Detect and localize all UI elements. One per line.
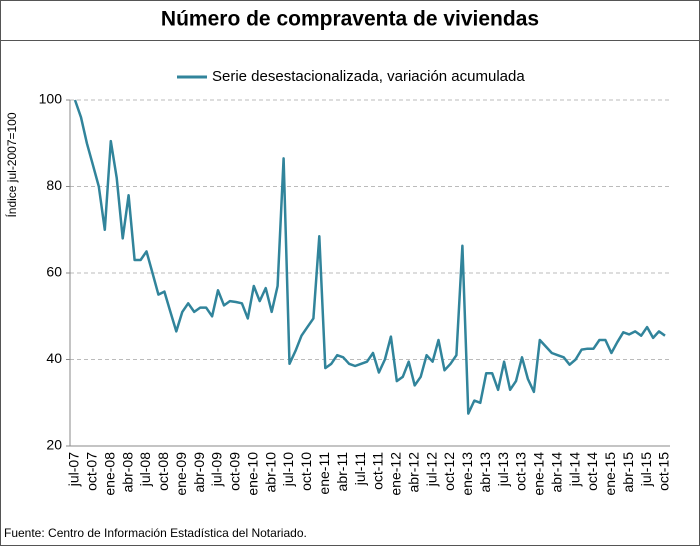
x-tick-label: abr-09 bbox=[191, 452, 207, 493]
x-tick-label: ene-14 bbox=[531, 452, 547, 496]
source-note: Fuente: Centro de Información Estadístic… bbox=[4, 526, 307, 540]
x-tick-label: abr-15 bbox=[620, 452, 636, 493]
x-tick-label: jul-13 bbox=[495, 452, 511, 487]
x-tick-label: oct-15 bbox=[656, 452, 672, 491]
x-tick-label: jul-12 bbox=[423, 452, 439, 487]
x-tick-label: abr-08 bbox=[119, 452, 135, 493]
x-tick-label: oct-13 bbox=[513, 452, 529, 491]
x-tick-label: abr-14 bbox=[548, 452, 564, 493]
x-tick-label: oct-10 bbox=[298, 452, 314, 491]
y-tick-label: 60 bbox=[46, 264, 62, 280]
series-line bbox=[73, 99, 666, 415]
x-tick-label: ene-09 bbox=[173, 452, 189, 496]
x-tick-label: abr-11 bbox=[334, 452, 350, 492]
x-tick-label: oct-07 bbox=[84, 452, 100, 491]
y-tick-label: 80 bbox=[46, 177, 62, 193]
y-tick-label: 40 bbox=[46, 350, 62, 366]
x-tick-label: oct-09 bbox=[227, 452, 243, 491]
x-tick-label: abr-13 bbox=[477, 452, 493, 493]
x-tick-label: ene-13 bbox=[459, 452, 475, 496]
x-tick-label: abr-10 bbox=[262, 452, 278, 493]
x-tick-label: jul-14 bbox=[566, 452, 582, 487]
x-tick-label: jul-08 bbox=[137, 452, 153, 487]
x-tick-label: ene-12 bbox=[388, 452, 404, 496]
x-tick-label: jul-09 bbox=[209, 452, 225, 487]
x-tick-label: oct-12 bbox=[441, 452, 457, 491]
x-tick-label: jul-07 bbox=[66, 452, 82, 487]
x-tick-label: ene-08 bbox=[101, 452, 117, 496]
chart-title: Número de compraventa de viviendas bbox=[161, 8, 539, 31]
y-tick-label: 20 bbox=[46, 437, 62, 453]
x-tick-label: jul-11 bbox=[352, 452, 368, 486]
x-tick-label: ene-15 bbox=[602, 452, 618, 496]
x-tick-label: abr-12 bbox=[405, 452, 421, 493]
legend-label: Serie desestacionalizada, variación acum… bbox=[212, 68, 525, 85]
x-tick-label: ene-11 bbox=[316, 452, 332, 495]
x-tick-label: jul-15 bbox=[638, 452, 654, 487]
y-tick-label: 100 bbox=[39, 91, 63, 107]
x-tick-label: oct-11 bbox=[370, 452, 386, 490]
x-tick-label: jul-10 bbox=[280, 452, 296, 487]
x-tick-label: ene-10 bbox=[244, 452, 260, 496]
x-tick-label: oct-08 bbox=[155, 452, 171, 491]
y-axis-label: Índice jul-2007=100 bbox=[4, 112, 19, 217]
x-tick-label: oct-14 bbox=[584, 452, 600, 491]
